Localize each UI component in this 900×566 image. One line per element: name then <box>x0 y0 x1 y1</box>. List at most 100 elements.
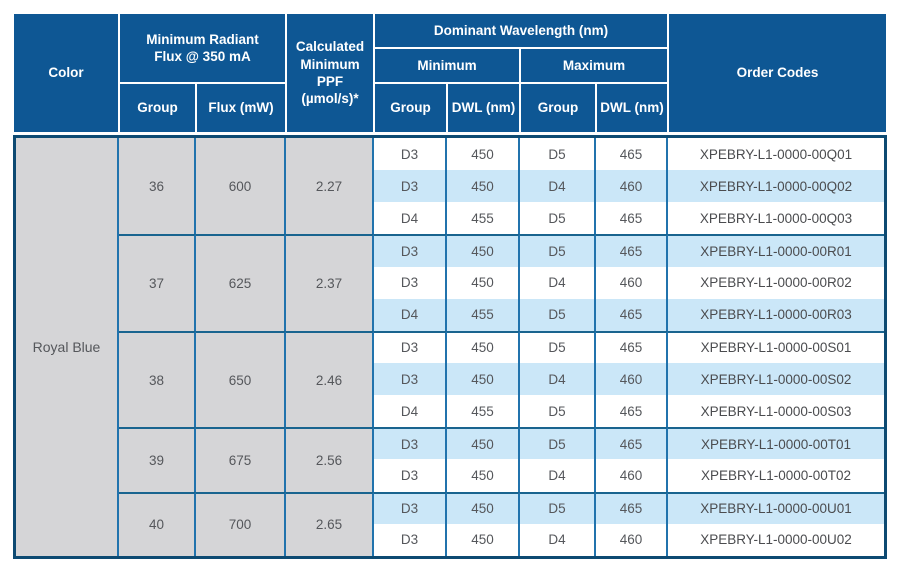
ppf-cell: 2.56 <box>286 427 374 492</box>
max-group-cell: D5 <box>520 395 596 428</box>
order-code-cell: XPEBRY-L1-0000-00S03 <box>668 395 884 428</box>
header-dominant-wavelength: Dominant Wavelength (nm) <box>374 13 668 48</box>
order-code-cell: XPEBRY-L1-0000-00R03 <box>668 298 884 331</box>
max-group-cell: D5 <box>520 330 596 363</box>
max-dwl-cell: 465 <box>596 330 668 363</box>
header-min-dwl: DWL (nm) <box>447 83 520 133</box>
min-group-cell: D3 <box>374 427 447 460</box>
max-dwl-cell: 460 <box>596 170 668 203</box>
table-body-border: Royal Blue 36 600 2.27 37 625 2.37 38 65… <box>13 135 887 559</box>
max-dwl-cell: 460 <box>596 459 668 492</box>
max-dwl-cell: 465 <box>596 138 668 171</box>
min-dwl-cell: 450 <box>447 330 520 363</box>
flux-value-cell: 700 <box>196 491 286 556</box>
max-dwl-cell: 460 <box>596 362 668 396</box>
header-min-radiant-flux: Minimum Radiant Flux @ 350 mA <box>119 13 286 83</box>
max-dwl-cell: 465 <box>596 202 668 235</box>
flux-group-cell: 38 <box>119 330 196 428</box>
min-dwl-cell: 450 <box>447 523 520 556</box>
min-group-cell: D3 <box>374 138 447 171</box>
min-dwl-cell: 450 <box>447 266 520 299</box>
max-dwl-cell: 460 <box>596 523 668 556</box>
max-group-cell: D5 <box>520 234 596 267</box>
header-max-dwl: DWL (nm) <box>596 83 668 133</box>
max-group-cell: D5 <box>520 298 596 331</box>
order-code-cell: XPEBRY-L1-0000-00T02 <box>668 459 884 492</box>
color-cell: Royal Blue <box>16 138 119 556</box>
min-dwl-cell: 450 <box>447 427 520 460</box>
table-body: Royal Blue 36 600 2.27 37 625 2.37 38 65… <box>16 138 884 556</box>
min-dwl-cell: 450 <box>447 491 520 524</box>
ppf-cell: 2.65 <box>286 491 374 556</box>
order-code-cell: XPEBRY-L1-0000-00S01 <box>668 330 884 363</box>
header-maximum: Maximum <box>520 48 668 83</box>
max-group-cell: D5 <box>520 202 596 235</box>
order-code-cell: XPEBRY-L1-0000-00U01 <box>668 491 884 524</box>
ppf-cell: 2.46 <box>286 330 374 428</box>
min-dwl-cell: 455 <box>447 395 520 428</box>
max-group-cell: D4 <box>520 362 596 396</box>
header-min-radiant-flux-label: Minimum Radiant Flux @ 350 mA <box>146 31 259 64</box>
max-dwl-cell: 465 <box>596 491 668 524</box>
header-color: Color <box>13 13 119 133</box>
flux-value-cell: 650 <box>196 330 286 428</box>
max-dwl-cell: 465 <box>596 234 668 267</box>
header-calc-min-ppf-label: Calculated Minimum PPF (µmol/s)* <box>295 39 365 107</box>
ppf-cell: 2.37 <box>286 234 374 331</box>
flux-value-cell: 600 <box>196 138 286 235</box>
min-group-cell: D4 <box>374 202 447 235</box>
min-dwl-cell: 450 <box>447 362 520 396</box>
min-group-cell: D3 <box>374 330 447 363</box>
header-calc-min-ppf: Calculated Minimum PPF (µmol/s)* <box>286 13 374 133</box>
max-dwl-cell: 465 <box>596 395 668 428</box>
min-group-cell: D4 <box>374 298 447 331</box>
order-code-cell: XPEBRY-L1-0000-00Q02 <box>668 170 884 203</box>
max-group-cell: D5 <box>520 491 596 524</box>
min-dwl-cell: 450 <box>447 170 520 203</box>
order-code-cell: XPEBRY-L1-0000-00U02 <box>668 523 884 556</box>
header-min-group: Group <box>374 83 447 133</box>
header-flux-mw: Flux (mW) <box>196 83 286 133</box>
min-dwl-cell: 450 <box>447 459 520 492</box>
max-group-cell: D4 <box>520 170 596 203</box>
min-group-cell: D3 <box>374 170 447 203</box>
min-group-cell: D3 <box>374 266 447 299</box>
max-group-cell: D4 <box>520 523 596 556</box>
min-group-cell: D3 <box>374 362 447 396</box>
header-order-codes: Order Codes <box>668 13 887 133</box>
max-dwl-cell: 460 <box>596 266 668 299</box>
ppf-cell: 2.27 <box>286 138 374 235</box>
header-color-label: Color <box>48 65 84 81</box>
min-dwl-cell: 450 <box>447 234 520 267</box>
order-code-cell: XPEBRY-L1-0000-00T01 <box>668 427 884 460</box>
min-group-cell: D3 <box>374 459 447 492</box>
led-spec-table: Color Minimum Radiant Flux @ 350 mA Grou… <box>13 13 887 559</box>
min-group-cell: D3 <box>374 523 447 556</box>
max-group-cell: D4 <box>520 459 596 492</box>
flux-group-cell: 39 <box>119 427 196 492</box>
order-code-cell: XPEBRY-L1-0000-00Q01 <box>668 138 884 171</box>
order-code-cell: XPEBRY-L1-0000-00Q03 <box>668 202 884 235</box>
table-header: Color Minimum Radiant Flux @ 350 mA Grou… <box>13 13 887 133</box>
max-dwl-cell: 465 <box>596 298 668 331</box>
min-group-cell: D3 <box>374 491 447 524</box>
order-code-cell: XPEBRY-L1-0000-00S02 <box>668 362 884 396</box>
min-dwl-cell: 455 <box>447 202 520 235</box>
max-group-cell: D4 <box>520 266 596 299</box>
flux-group-cell: 37 <box>119 234 196 331</box>
min-group-cell: D3 <box>374 234 447 267</box>
max-group-cell: D5 <box>520 427 596 460</box>
max-dwl-cell: 465 <box>596 427 668 460</box>
flux-value-cell: 675 <box>196 427 286 492</box>
order-code-cell: XPEBRY-L1-0000-00R02 <box>668 266 884 299</box>
header-minimum: Minimum <box>374 48 520 83</box>
flux-group-cell: 40 <box>119 491 196 556</box>
max-group-cell: D5 <box>520 138 596 171</box>
flux-value-cell: 625 <box>196 234 286 331</box>
order-code-cell: XPEBRY-L1-0000-00R01 <box>668 234 884 267</box>
header-flux-group: Group <box>119 83 196 133</box>
min-dwl-cell: 455 <box>447 298 520 331</box>
min-dwl-cell: 450 <box>447 138 520 171</box>
flux-group-cell: 36 <box>119 138 196 235</box>
header-max-group: Group <box>520 83 596 133</box>
